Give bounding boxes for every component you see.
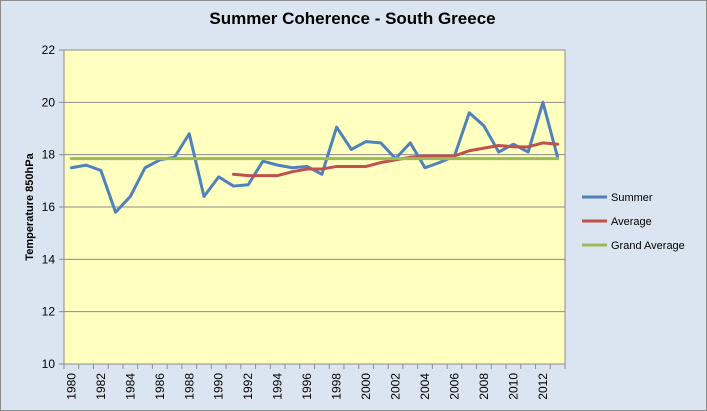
y-tick-label: 18 — [42, 148, 56, 162]
gridlines — [64, 101, 565, 313]
x-tick-label: 2000 — [359, 373, 373, 400]
chart-title: Summer Coherence - South Greece — [209, 9, 496, 28]
y-axis-title: Temperature 850hPa — [24, 152, 36, 260]
legend: Summer Average Grand Average — [582, 192, 685, 252]
x-tick-label: 1996 — [300, 373, 314, 400]
y-tick-label: 16 — [42, 200, 56, 214]
x-tick-label: 2006 — [447, 373, 461, 400]
x-tick-label: 1994 — [271, 373, 285, 400]
legend-label-grand-average: Grand Average — [611, 240, 685, 252]
y-axis-ticks: 10 12 14 16 18 20 22 — [42, 43, 64, 371]
x-tick-label: 1992 — [241, 373, 255, 400]
x-tick-label: 2012 — [536, 373, 550, 400]
x-tick-label: 2004 — [418, 373, 432, 400]
y-tick-label: 14 — [42, 252, 56, 266]
y-tick-label: 22 — [42, 43, 56, 57]
y-tick-label: 20 — [42, 95, 56, 109]
y-tick-label: 12 — [42, 305, 56, 319]
x-tick-label: 1988 — [182, 373, 196, 400]
y-tick-label: 10 — [42, 357, 56, 371]
x-tick-label: 1990 — [212, 373, 226, 400]
x-tick-label: 1980 — [64, 373, 78, 400]
series-lines — [69, 100, 560, 214]
x-tick-label: 2002 — [389, 373, 403, 400]
legend-label-summer: Summer — [611, 192, 653, 204]
x-tick-label: 1982 — [94, 373, 108, 400]
x-tick-label: 1984 — [123, 373, 137, 400]
x-tick-label: 2010 — [506, 373, 520, 400]
legend-label-average: Average — [611, 216, 652, 228]
x-axis-ticks: 1980 1982 1984 1986 1988 1990 1992 1994 1996 1998… — [63, 364, 566, 400]
x-tick-label: 2008 — [477, 373, 491, 400]
x-tick-label: 1998 — [330, 373, 344, 400]
x-tick-label: 1986 — [153, 373, 167, 400]
